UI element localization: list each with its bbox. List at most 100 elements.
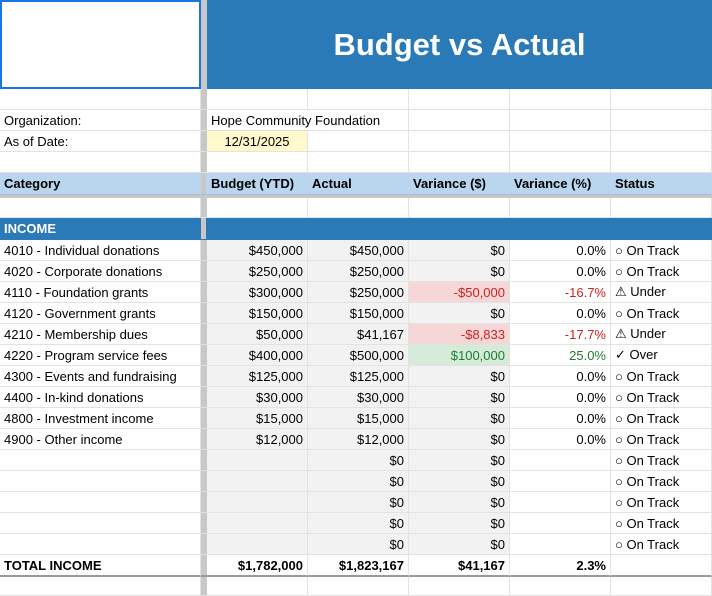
variance-pct-cell[interactable]: 0.0% [510, 303, 611, 324]
cell[interactable] [611, 110, 712, 131]
budget-cell[interactable]: $300,000 [207, 282, 308, 303]
status-cell[interactable]: ○ On Track [611, 408, 712, 429]
frozen-column-divider[interactable] [201, 173, 207, 195]
variance-pct-cell[interactable]: 0.0% [510, 240, 611, 261]
header-budget[interactable]: Budget (YTD) [207, 173, 308, 195]
budget-cell[interactable] [207, 450, 308, 471]
cell[interactable] [409, 131, 510, 152]
selected-cell-a1[interactable] [0, 0, 201, 89]
cell[interactable] [409, 152, 510, 173]
cell[interactable] [207, 198, 308, 218]
cell[interactable] [308, 152, 409, 173]
variance-dollar-cell[interactable]: $0 [409, 261, 510, 282]
variance-pct-cell[interactable] [510, 513, 611, 534]
actual-cell[interactable]: $250,000 [308, 261, 409, 282]
cell[interactable] [510, 89, 611, 110]
category-cell[interactable]: 4020 - Corporate donations [0, 261, 201, 282]
cell[interactable] [207, 89, 308, 110]
frozen-column-divider[interactable] [201, 324, 207, 345]
status-cell[interactable]: ○ On Track [611, 450, 712, 471]
category-cell[interactable]: 4300 - Events and fundraising [0, 366, 201, 387]
frozen-column-divider[interactable] [201, 261, 207, 282]
actual-cell[interactable]: $15,000 [308, 408, 409, 429]
organization-label[interactable]: Organization: [0, 110, 201, 131]
actual-cell[interactable]: $0 [308, 513, 409, 534]
header-category[interactable]: Category [0, 173, 201, 195]
cell[interactable] [510, 110, 611, 131]
variance-pct-cell[interactable]: -17.7% [510, 324, 611, 345]
section-label[interactable]: INCOME [0, 218, 201, 240]
category-cell[interactable]: 4010 - Individual donations [0, 240, 201, 261]
variance-dollar-cell[interactable]: $0 [409, 240, 510, 261]
frozen-column-divider[interactable] [201, 152, 207, 173]
frozen-column-divider[interactable] [201, 303, 207, 324]
status-cell[interactable]: ○ On Track [611, 240, 712, 261]
cell[interactable] [0, 198, 201, 218]
frozen-column-divider[interactable] [201, 218, 207, 240]
frozen-column-divider[interactable] [201, 345, 207, 366]
budget-cell[interactable]: $450,000 [207, 240, 308, 261]
cell[interactable] [611, 218, 712, 240]
frozen-column-divider[interactable] [201, 110, 207, 131]
cell[interactable] [207, 218, 308, 240]
cell[interactable] [0, 89, 201, 110]
category-cell[interactable]: 4220 - Program service fees [0, 345, 201, 366]
budget-cell[interactable]: $125,000 [207, 366, 308, 387]
budget-cell[interactable]: $12,000 [207, 429, 308, 450]
category-cell[interactable] [0, 513, 201, 534]
variance-pct-cell[interactable]: 0.0% [510, 408, 611, 429]
budget-cell[interactable] [207, 492, 308, 513]
cell[interactable] [409, 198, 510, 218]
category-cell[interactable] [0, 492, 201, 513]
cell[interactable] [611, 555, 712, 577]
cell[interactable] [308, 577, 409, 596]
category-cell[interactable]: 4110 - Foundation grants [0, 282, 201, 303]
cell[interactable] [611, 577, 712, 596]
actual-cell[interactable]: $30,000 [308, 387, 409, 408]
status-cell[interactable]: ○ On Track [611, 429, 712, 450]
status-cell[interactable]: ○ On Track [611, 366, 712, 387]
variance-pct-cell[interactable]: 0.0% [510, 261, 611, 282]
variance-dollar-cell[interactable]: $0 [409, 429, 510, 450]
cell[interactable] [308, 89, 409, 110]
frozen-row-divider[interactable] [0, 195, 712, 198]
variance-dollar-cell[interactable]: $0 [409, 450, 510, 471]
date-label[interactable]: As of Date: [0, 131, 201, 152]
cell[interactable] [510, 218, 611, 240]
cell[interactable] [0, 577, 201, 596]
actual-cell[interactable]: $250,000 [308, 282, 409, 303]
cell[interactable] [510, 131, 611, 152]
category-cell[interactable] [0, 471, 201, 492]
total-actual[interactable]: $1,823,167 [308, 555, 409, 577]
variance-dollar-cell[interactable]: -$8,833 [409, 324, 510, 345]
actual-cell[interactable]: $12,000 [308, 429, 409, 450]
budget-cell[interactable]: $50,000 [207, 324, 308, 345]
budget-cell[interactable]: $250,000 [207, 261, 308, 282]
cell[interactable] [409, 89, 510, 110]
variance-pct-cell[interactable] [510, 450, 611, 471]
frozen-column-divider[interactable] [201, 198, 207, 218]
budget-cell[interactable]: $30,000 [207, 387, 308, 408]
cell[interactable] [510, 198, 611, 218]
header-actual[interactable]: Actual [308, 173, 409, 195]
actual-cell[interactable]: $0 [308, 492, 409, 513]
cell[interactable] [510, 577, 611, 596]
total-variance-dollar[interactable]: $41,167 [409, 555, 510, 577]
frozen-column-divider[interactable] [201, 366, 207, 387]
cell[interactable] [207, 152, 308, 173]
category-cell[interactable]: 4400 - In-kind donations [0, 387, 201, 408]
actual-cell[interactable]: $41,167 [308, 324, 409, 345]
status-cell[interactable]: ○ On Track [611, 387, 712, 408]
actual-cell[interactable]: $500,000 [308, 345, 409, 366]
budget-cell[interactable]: $15,000 [207, 408, 308, 429]
variance-pct-cell[interactable]: 0.0% [510, 429, 611, 450]
variance-dollar-cell[interactable]: $0 [409, 387, 510, 408]
cell[interactable] [0, 152, 201, 173]
cell[interactable] [308, 218, 409, 240]
frozen-column-divider[interactable] [201, 282, 207, 303]
actual-cell[interactable]: $450,000 [308, 240, 409, 261]
variance-pct-cell[interactable]: 0.0% [510, 366, 611, 387]
variance-dollar-cell[interactable]: -$50,000 [409, 282, 510, 303]
variance-pct-cell[interactable] [510, 471, 611, 492]
title-band[interactable]: Budget vs Actual [207, 0, 712, 89]
